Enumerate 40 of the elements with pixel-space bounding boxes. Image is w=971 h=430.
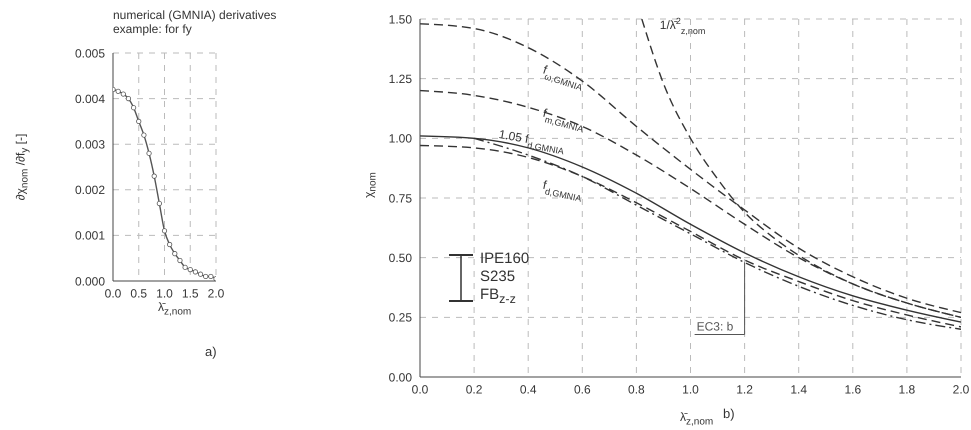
text: b) (723, 406, 735, 421)
x-tick-label: 0.4 (520, 382, 537, 397)
x-tick-label: 2.0 (952, 382, 970, 397)
x-tick-label: 0.2 (466, 382, 483, 397)
y-tick-label: 0.00 (388, 370, 412, 384)
x-tick-label: 1.6 (844, 382, 862, 397)
y-tick-label: 0.004 (74, 92, 106, 106)
chart-subtitle: example: for fy (113, 22, 192, 36)
x-axis-title: λ̄$_{z,nom}$ (680, 410, 714, 428)
x-tick-label: 0.8 (628, 382, 646, 397)
x-tick-label: 1.0 (682, 382, 700, 397)
y-tick-label: 0.005 (74, 46, 106, 60)
x-tick-label: 1.5 (182, 286, 199, 301)
x-axis-title: λ̄$_{z,nom}$ (158, 300, 192, 318)
y-tick-label: 0.002 (74, 183, 106, 198)
x-tick-label: 1.2 (736, 382, 754, 397)
x-tick-label: 0.6 (574, 382, 591, 397)
x-tick-label: 0.0 (412, 382, 429, 397)
x-tick-label: 0.5 (130, 286, 148, 301)
text: a) (205, 344, 217, 359)
y-tick-label: 1.50 (388, 12, 412, 26)
text: 1.05 f$_{d,GMNIA}$ (498, 127, 565, 156)
text: EC3: b (696, 319, 734, 334)
x-tick-label: 1.4 (790, 382, 808, 397)
y-tick-label: 1.00 (388, 132, 412, 146)
annotation: IPE160 (480, 250, 530, 267)
y-tick-label: 0.003 (74, 137, 106, 152)
y-tick-label: 0.25 (388, 310, 412, 325)
y-tick-label: 1.25 (388, 72, 412, 86)
y-tick-label: 0.50 (388, 250, 412, 265)
chart-title: numerical (GMNIA) derivatives (113, 8, 276, 22)
x-tick-label: 1.0 (156, 286, 174, 301)
y-tick-label: 0.001 (74, 228, 106, 243)
x-tick-label: 2.0 (208, 286, 225, 301)
x-tick-label: 1.8 (898, 382, 916, 397)
annotation: S235 (480, 268, 516, 285)
x-tick-label: 0.0 (104, 286, 122, 301)
y-tick-label: 0.75 (388, 191, 412, 206)
annotation: FB$_{z-z}$ (480, 286, 516, 306)
y-tick-label: 0.000 (74, 274, 106, 288)
